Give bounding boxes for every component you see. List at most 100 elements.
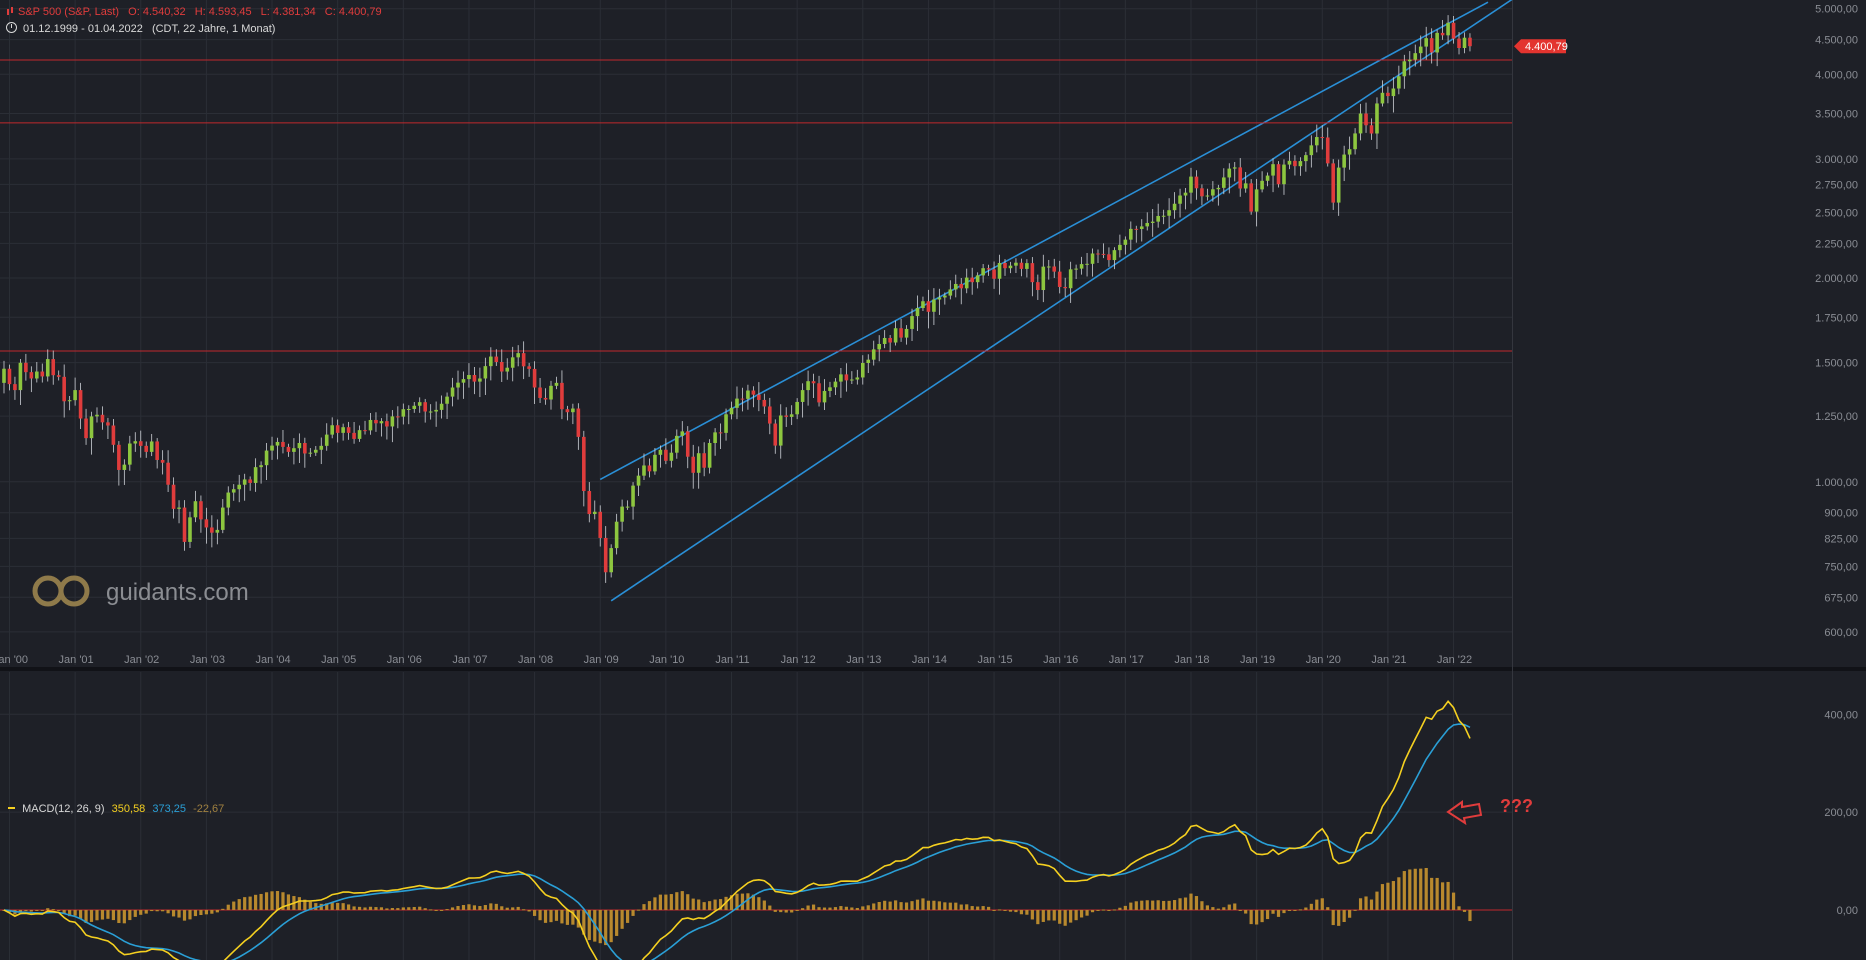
time-axis: Jan '00 Jan '01 Jan '02 Jan '03 Jan '04 Jan '… [0, 654, 1472, 666]
candle-body [789, 414, 794, 417]
macd-histogram-bar [1435, 877, 1439, 910]
candle-body [319, 445, 324, 450]
candle-body [1183, 192, 1188, 196]
candle-body [691, 456, 696, 473]
candle-body [1397, 76, 1401, 89]
macd-histogram-bar [915, 899, 920, 910]
last-price-marker [1514, 39, 1566, 54]
watermark-text: guidants.com [106, 579, 249, 606]
macd-histogram-bar [336, 902, 340, 910]
candle-body [330, 425, 334, 435]
macd-histogram-bar [965, 904, 969, 910]
candle-body [292, 448, 296, 452]
candle-body [1424, 38, 1428, 47]
time-tick-label: Jan '13 [846, 654, 881, 666]
candle-body [642, 465, 646, 476]
candle-body [1347, 149, 1352, 155]
macd-histogram-bar [429, 909, 433, 911]
candle-body [237, 484, 242, 490]
candle-body [1205, 195, 1210, 197]
candle-body [84, 418, 88, 439]
macd-histogram-bar [1200, 901, 1204, 910]
macd-histogram-bar [921, 898, 925, 910]
candle-body [1189, 176, 1193, 193]
candle-body [882, 337, 887, 344]
candle-body [1380, 92, 1385, 104]
candle-body [231, 489, 236, 493]
macd-histogram-bar [565, 909, 570, 925]
candle-body [1249, 183, 1253, 212]
candle-body [193, 501, 198, 518]
macd-histogram-bar [1391, 881, 1395, 910]
candle-body [24, 362, 28, 373]
macd-histogram-bar [822, 907, 827, 910]
macd-histogram-bar [1047, 909, 1051, 921]
macd-histogram-bar [1238, 909, 1242, 911]
macd-histogram-bar [237, 899, 241, 910]
macd-histogram-bar [139, 909, 143, 915]
macd-histogram-bar [1194, 896, 1199, 910]
macd-histogram-bar [352, 906, 356, 910]
candle-body [166, 462, 170, 485]
candle-body [215, 529, 220, 533]
macd-histogram-bar [1441, 882, 1445, 910]
macd-histogram-bar [899, 902, 903, 910]
macd-histogram-bar [1025, 909, 1029, 915]
macd-histogram-bar [839, 906, 843, 910]
candle-body [406, 408, 411, 410]
macd-histogram-bar [1041, 909, 1045, 922]
candle-body [806, 381, 810, 391]
macd-histogram-bar [554, 909, 559, 921]
macd-histogram-bar [1183, 897, 1188, 910]
candle-body [489, 356, 493, 367]
candle-body [1134, 228, 1139, 230]
macd-histogram-bar [795, 909, 799, 911]
macd-histogram-bar [467, 904, 471, 910]
candle-body [281, 441, 285, 447]
candle-body [341, 427, 345, 433]
candle-body [571, 408, 575, 413]
macd-histogram-bar [29, 909, 33, 912]
macd-histogram-bar [1101, 909, 1106, 911]
candle-body [396, 416, 400, 418]
macd-histogram-bar [456, 906, 460, 910]
candle-body [253, 467, 258, 483]
macd-histogram-bar [1402, 871, 1406, 910]
time-tick-label: Jan '07 [452, 654, 487, 666]
candle-body [357, 430, 362, 439]
macd-histogram-bar [543, 909, 548, 923]
candle-body [680, 431, 685, 436]
macd-histogram-bar [78, 909, 83, 919]
macd-histogram-bar [647, 901, 652, 910]
macd-histogram-bar [1140, 900, 1144, 910]
macd-histogram-bar [658, 894, 662, 910]
macd-histogram-bar [248, 896, 252, 910]
macd-histogram-bar [500, 906, 504, 910]
macd-histogram-bar [910, 901, 914, 910]
macd-histogram-bar [62, 909, 66, 915]
candle-body [78, 390, 83, 419]
candle-body [631, 485, 635, 507]
candle-body [718, 432, 723, 434]
candle-body [439, 403, 444, 410]
macd-histogram-bar [582, 909, 586, 935]
candle-body [921, 301, 925, 309]
date-range: 01.12.1999 - 01.04.2022 [23, 23, 143, 35]
macd-histogram-bar [166, 909, 170, 914]
macd-histogram-bar [604, 909, 608, 946]
macd-histogram-bar [188, 909, 192, 920]
macd-histogram-bar [746, 893, 750, 910]
candle-body [510, 357, 515, 368]
candle-body [992, 269, 996, 279]
time-tick-label: Jan '00 [0, 654, 28, 666]
candle-body [308, 452, 313, 454]
candle-body [221, 507, 225, 530]
macd-histogram-bar [401, 907, 405, 910]
candle-body [450, 387, 455, 397]
candle-body [385, 421, 389, 427]
macd-histogram-bar [270, 891, 274, 910]
candle-body [669, 452, 674, 461]
macd-histogram-bar [489, 903, 493, 910]
candle-body [89, 416, 94, 439]
